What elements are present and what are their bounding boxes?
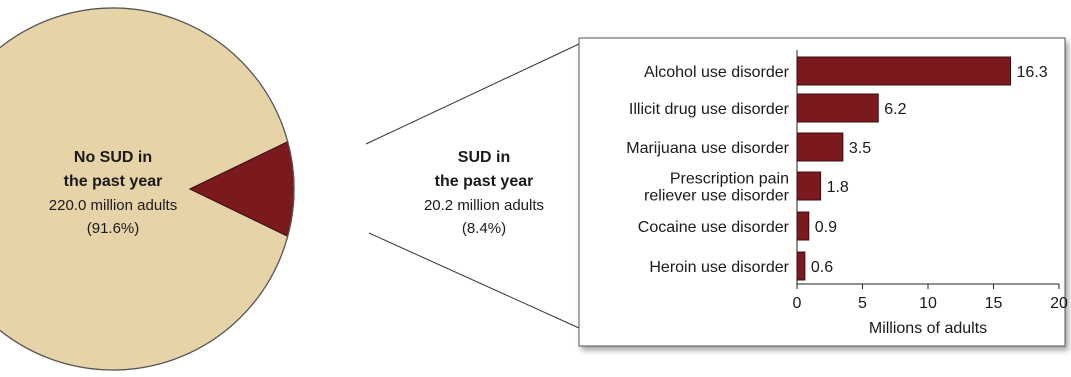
bar-value-label-2: 3.5 (849, 140, 871, 157)
category-label-2: Marijuana use disorder (626, 140, 789, 157)
pie-detail-no-sud: 220.0 million adults (49, 197, 177, 214)
connector-line-bottom (368, 232, 580, 329)
bar-1 (796, 93, 879, 123)
category-label-0: Alcohol use disorder (644, 64, 790, 81)
bar-2 (796, 132, 844, 162)
x-tick-label-4: 20 (1050, 295, 1068, 312)
bar-3 (796, 171, 822, 201)
bar-value-label-4: 0.9 (815, 219, 837, 236)
x-tick-label-3: 15 (985, 295, 1003, 312)
x-tick-label-0: 0 (793, 295, 802, 312)
pie-label-no-sud-line2: the past year (64, 173, 163, 190)
pie-chart: No SUD in the past year 220.0 million ad… (0, 7, 544, 371)
bar-5 (796, 251, 806, 281)
x-tick-label-2: 10 (919, 295, 937, 312)
category-label-5: Heroin use disorder (649, 259, 789, 276)
x-tick-label-1: 5 (858, 295, 867, 312)
pie-outline (0, 7, 295, 371)
category-label-1: Illicit drug use disorder (629, 101, 790, 118)
bar-0 (796, 56, 1012, 86)
bar-value-label-5: 0.6 (811, 259, 833, 276)
x-axis-label: Millions of adults (869, 320, 987, 337)
category-label-3-line1: Prescription pain (670, 171, 789, 188)
pie-percent-sud: (8.4%) (462, 220, 506, 237)
category-label-4: Cocaine use disorder (638, 219, 790, 236)
pie-label-sud-line1: SUD in (458, 149, 510, 166)
bar-value-label-3: 1.8 (827, 179, 849, 196)
bar-panel (578, 37, 1066, 347)
pie-detail-sud: 20.2 million adults (424, 197, 544, 214)
category-label-3-line2: reliever use disorder (644, 188, 790, 205)
bar-value-label-1: 6.2 (884, 101, 906, 118)
bar-4 (796, 211, 810, 241)
pie-label-no-sud-line1: No SUD in (74, 149, 152, 166)
pie-label-sud-line2: the past year (435, 173, 534, 190)
bar-chart: Millions of adults 16.3 Alcohol use disor… (626, 50, 1068, 337)
bar-value-label-0: 16.3 (1017, 64, 1048, 81)
pie-percent-no-sud: (91.6%) (87, 220, 140, 237)
connector-line-top (365, 43, 580, 145)
